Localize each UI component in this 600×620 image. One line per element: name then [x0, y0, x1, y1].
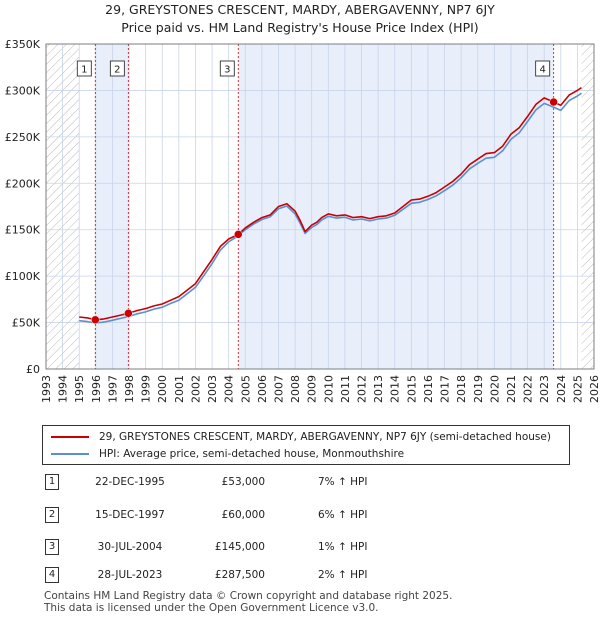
x-tick-label: 1993 — [40, 375, 53, 403]
sale-badge: 3 — [45, 539, 59, 555]
x-tick-label: 2002 — [189, 375, 202, 403]
sale-date: 15-DEC-1997 — [95, 509, 165, 521]
y-tick-label: £250K — [5, 131, 41, 144]
x-tick-label: 2018 — [455, 375, 468, 403]
sale-point — [234, 230, 243, 239]
x-tick-label: 2005 — [239, 375, 252, 403]
x-tick-label: 2006 — [256, 375, 269, 403]
x-tick-label: 2024 — [555, 375, 568, 403]
y-tick-label: £200K — [5, 177, 41, 190]
sale-badge: 4 — [45, 567, 59, 583]
property-price-line — [79, 86, 582, 321]
x-tick-label: 2017 — [439, 375, 452, 403]
y-tick-label: £150K — [5, 224, 41, 237]
x-tick-label: 2004 — [223, 375, 236, 403]
legend-swatch-hpi — [51, 453, 89, 455]
x-tick-label: 2016 — [422, 375, 435, 403]
x-tick-label: 2009 — [306, 375, 319, 403]
legend-label-property: 29, GREYSTONES CRESCENT, MARDY, ABERGAVE… — [99, 431, 551, 443]
x-tick-label: 2014 — [389, 375, 402, 403]
x-tick-label: 1997 — [106, 375, 119, 403]
y-tick-label: £100K — [5, 270, 41, 283]
x-tick-label: 1998 — [123, 375, 136, 403]
chart-title-line2: Price paid vs. HM Land Registry's House … — [121, 20, 479, 35]
x-tick-label: 2025 — [571, 375, 584, 403]
footer-copyright: Contains HM Land Registry data © Crown c… — [44, 590, 453, 602]
x-tick-label: 1996 — [90, 375, 103, 403]
sale-price: £145,000 — [214, 541, 265, 553]
x-tick-label: 2012 — [356, 375, 369, 403]
x-tick-label: 2000 — [156, 375, 169, 403]
x-tick-label: 2007 — [272, 375, 285, 403]
x-tick-label: 1999 — [140, 375, 153, 403]
sale-marker-box — [76, 60, 92, 77]
sale-hpi-change: 1% ↑ HPI — [318, 541, 368, 553]
table-row: 3 30-JUL-2004 £145,000 1% ↑ HPI — [0, 538, 600, 556]
no-data-hatch-right — [581, 44, 594, 369]
table-row: 4 28-JUL-2023 £287,500 2% ↑ HPI — [0, 566, 600, 584]
x-tick-label: 1994 — [57, 375, 70, 403]
sale-price: £60,000 — [221, 509, 265, 521]
table-row: 2 15-DEC-1997 £60,000 6% ↑ HPI — [0, 506, 600, 524]
x-tick-label: 2003 — [206, 375, 219, 403]
x-tick-label: 2001 — [173, 375, 186, 403]
y-tick-label: £50K — [12, 317, 41, 330]
x-tick-label: 2022 — [522, 375, 535, 403]
x-tick-label: 2011 — [339, 375, 352, 403]
sale-date: 30-JUL-2004 — [97, 541, 163, 553]
sale-marker-box — [219, 60, 235, 77]
x-tick-label: 2019 — [472, 375, 485, 403]
y-tick-label: £350K — [5, 38, 41, 51]
sale-hpi-change: 7% ↑ HPI — [318, 476, 368, 488]
price-chart: 1 2 3 4 1993 1994 1995 1996 1997 1998 1999 2000 200… — [5, 38, 600, 403]
sale-hpi-change: 2% ↑ HPI — [318, 569, 368, 581]
legend-label-hpi: HPI: Average price, semi-detached house,… — [99, 448, 405, 460]
sale-marker-label: 3 — [224, 65, 230, 76]
sale-badge: 1 — [45, 474, 59, 490]
table-row: 1 22-DEC-1995 £53,000 7% ↑ HPI — [0, 473, 600, 491]
legend: 29, GREYSTONES CRESCENT, MARDY, ABERGAVE… — [42, 425, 570, 465]
sale-date: 28-JUL-2023 — [97, 569, 163, 581]
sale-price: £53,000 — [221, 476, 265, 488]
x-tick-label: 2008 — [289, 375, 302, 403]
x-tick-label: 2026 — [588, 375, 600, 403]
x-tick-label: 2015 — [405, 375, 418, 403]
sale-hpi-change: 6% ↑ HPI — [318, 509, 368, 521]
x-tick-label: 2013 — [372, 375, 385, 403]
sale-marker-box — [109, 60, 125, 77]
plot-border — [45, 43, 595, 370]
sale-point — [124, 309, 133, 318]
sale-point — [549, 97, 558, 107]
footer-licence: This data is licensed under the Open Gov… — [44, 602, 379, 614]
sale-marker-label: 1 — [81, 65, 87, 76]
sale-marker-box — [535, 60, 551, 77]
y-tick-label: £0 — [26, 363, 40, 376]
sale-price: £287,500 — [214, 569, 265, 581]
sale-date: 22-DEC-1995 — [95, 476, 165, 488]
legend-swatch-property — [51, 436, 89, 438]
sale-point — [91, 315, 100, 325]
x-tick-label: 2010 — [322, 375, 335, 403]
x-tick-label: 2021 — [505, 375, 518, 403]
chart-title-line1: 29, GREYSTONES CRESCENT, MARDY, ABERGAVE… — [105, 2, 495, 17]
hpi-line — [79, 92, 582, 324]
sale-marker-label: 2 — [114, 65, 120, 76]
x-tick-label: 2023 — [538, 375, 551, 403]
x-tick-label: 2020 — [488, 375, 501, 403]
sale-badge: 2 — [45, 507, 59, 523]
sale-marker-label: 4 — [539, 65, 545, 76]
x-tick-label: 1995 — [73, 375, 86, 403]
y-tick-label: £300K — [5, 84, 41, 97]
